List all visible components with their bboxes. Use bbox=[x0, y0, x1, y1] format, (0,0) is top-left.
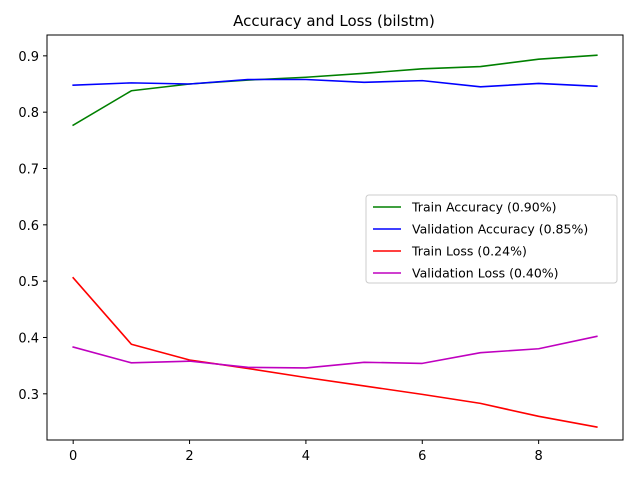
legend-label-validation-loss: Validation Loss (0.40%) bbox=[412, 266, 559, 281]
series-line-validation-loss bbox=[72, 335, 598, 369]
y-tick-label: 0.6 bbox=[18, 219, 39, 234]
x-tick-label: 4 bbox=[302, 449, 310, 464]
x-tick-label: 0 bbox=[69, 449, 77, 464]
legend: Train Accuracy (0.90%) Validation Accurac… bbox=[365, 194, 618, 284]
y-tick-label: 0.4 bbox=[18, 331, 39, 346]
series-line-validation-accuracy bbox=[72, 78, 598, 88]
x-tick-label: 6 bbox=[418, 449, 426, 464]
axes-frame bbox=[46, 34, 624, 441]
series-line-train-accuracy bbox=[72, 54, 598, 127]
x-tick-label: 2 bbox=[185, 449, 193, 464]
legend-label-validation-accuracy: Validation Accuracy (0.85%) bbox=[412, 222, 588, 237]
y-tick-label: 0.8 bbox=[18, 106, 39, 121]
x-tick-label: 8 bbox=[534, 449, 542, 464]
plot-area: 0 2 4 6 8 0.3 0.4 0.5 0.6 0.7 0.8 0.9 bbox=[18, 34, 624, 464]
legend-box bbox=[365, 194, 618, 284]
legend-label-train-loss: Train Loss (0.24%) bbox=[411, 244, 527, 259]
series-line-train-loss bbox=[72, 276, 598, 428]
y-tick-label: 0.5 bbox=[18, 275, 39, 290]
y-tick-label: 0.7 bbox=[18, 162, 39, 177]
y-tick-label: 0.9 bbox=[18, 50, 39, 65]
legend-label-train-accuracy: Train Accuracy (0.90%) bbox=[411, 200, 556, 215]
chart-title: Accuracy and Loss (bilstm) bbox=[233, 12, 435, 30]
y-tick-label: 0.3 bbox=[18, 388, 39, 403]
